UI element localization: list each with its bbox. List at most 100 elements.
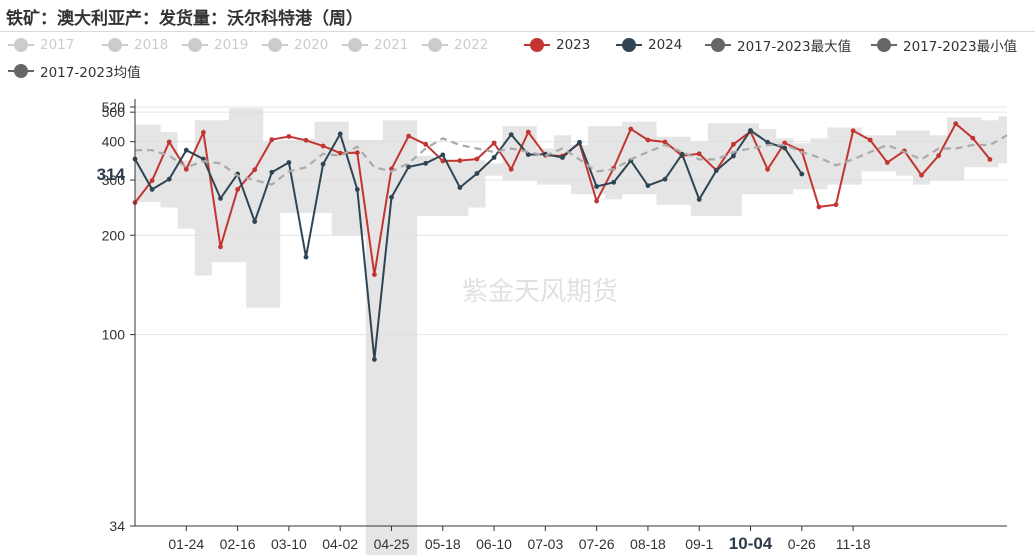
x-tick-label: 06-10: [476, 536, 512, 552]
y-tick-label: 500: [102, 104, 126, 120]
data-point-2024: [337, 131, 343, 137]
legend-label: 2022: [454, 37, 489, 53]
data-point-2023: [525, 129, 531, 135]
data-point-2024: [525, 152, 531, 158]
x-tick-label: 0-26: [788, 536, 816, 552]
x-tick-label: 08-18: [630, 536, 666, 552]
y-tick-label: 100: [102, 327, 126, 343]
legend-line-circle-icon: [871, 38, 897, 52]
data-point-2024: [560, 155, 565, 160]
x-tick-label: 04-25: [374, 536, 410, 552]
legend-item-2017-2023均值[interactable]: 2017-2023均值: [8, 60, 141, 82]
data-point-2023: [354, 150, 360, 156]
legend-item-2017-2023最大值[interactable]: 2017-2023最大值: [705, 34, 851, 56]
data-point-2023: [474, 156, 480, 162]
data-point-2024: [491, 155, 497, 160]
data-point-2024: [782, 145, 788, 151]
data-point-2024: [218, 196, 223, 201]
data-point-2024: [799, 171, 805, 177]
data-point-2023: [303, 137, 309, 143]
data-point-2023: [406, 133, 411, 139]
data-point-2023: [166, 139, 172, 145]
legend-line-circle-icon: [182, 38, 208, 52]
data-point-2023: [628, 126, 634, 132]
data-point-2023: [218, 244, 223, 250]
legend-item-2023[interactable]: 2023: [524, 34, 590, 56]
data-point-2023: [286, 134, 292, 139]
data-point-2023: [337, 150, 343, 156]
data-point-2023: [987, 157, 993, 162]
x-tick-label: 05-18: [425, 536, 461, 552]
data-point-2023: [149, 178, 155, 183]
data-point-2024: [183, 147, 189, 153]
data-point-2023: [970, 135, 976, 141]
data-point-2023: [936, 153, 941, 159]
data-point-2023: [953, 121, 959, 127]
x-tick-label: 07-03: [527, 536, 563, 552]
chart-title: 铁矿：澳大利亚产：发货量：沃尔科特港（周）: [6, 9, 363, 29]
data-point-2024: [731, 153, 736, 159]
y-tick-label: 200: [102, 227, 126, 243]
data-point-2024: [645, 183, 651, 189]
legend-line-circle-icon: [262, 38, 288, 52]
data-point-2024: [765, 139, 770, 145]
legend-line-circle-icon: [705, 38, 731, 52]
data-point-2024: [696, 197, 702, 202]
legend-label: 2024: [648, 37, 683, 53]
legend-line-circle-icon: [8, 64, 34, 78]
legend-label: 2018: [134, 37, 169, 53]
legend-item-2019[interactable]: 2019: [182, 34, 248, 56]
data-point-2023: [457, 158, 463, 164]
x-tick-label: 11-18: [836, 536, 871, 552]
x-tick-label: 03-10: [271, 536, 307, 552]
data-point-2024: [748, 128, 753, 133]
axis-pointer-label: 314: [97, 165, 126, 184]
legend-label: 2019: [214, 37, 249, 53]
data-point-2024: [166, 176, 172, 182]
data-point-2024: [149, 187, 155, 192]
data-point-2024: [679, 151, 685, 157]
data-point-2023: [201, 130, 206, 135]
legend-line-circle-icon: [8, 38, 34, 52]
legend-label: 2020: [294, 37, 329, 53]
data-point-2023: [269, 137, 275, 143]
data-point-2023: [919, 172, 924, 178]
data-point-2024: [354, 187, 360, 192]
data-point-2023: [884, 160, 890, 165]
data-point-2023: [183, 166, 189, 172]
legend-item-2022[interactable]: 2022: [422, 34, 488, 56]
y-tick-label: 520: [102, 99, 126, 115]
data-point-2024: [269, 169, 275, 175]
y-tick-label: 400: [102, 134, 126, 150]
legend-item-2020[interactable]: 2020: [262, 34, 328, 56]
legend-item-2021[interactable]: 2021: [342, 34, 408, 56]
data-point-2024: [286, 160, 292, 165]
data-point-2024: [457, 185, 463, 190]
data-point-2023: [816, 204, 822, 210]
x-tick-label: 07-26: [579, 536, 615, 552]
legend-label: 2017-2023最小值: [903, 39, 1018, 55]
data-point-2023: [662, 139, 668, 145]
y-tick-label: 300: [102, 172, 126, 188]
data-point-2023: [594, 198, 599, 204]
legend-line-circle-icon: [342, 38, 368, 52]
x-tick-label: 09-1: [685, 536, 713, 552]
watermark: 紫金天风期货: [462, 277, 618, 307]
data-point-2023: [850, 128, 856, 134]
data-point-2024: [303, 254, 309, 260]
x-tick-label: 10-04: [729, 534, 773, 553]
data-point-2023: [645, 137, 651, 143]
max-min-band: [135, 108, 1007, 555]
legend-line-circle-icon: [422, 38, 448, 52]
legend-item-2017-2023最小值[interactable]: 2017-2023最小值: [871, 34, 1017, 56]
legend-item-2024[interactable]: 2024: [616, 34, 682, 56]
legend-item-2017[interactable]: 2017: [8, 34, 74, 56]
legend-label: 2017-2023最大值: [737, 39, 852, 55]
data-point-2024: [713, 168, 719, 174]
x-tick-label: 02-16: [220, 536, 256, 552]
data-point-2023: [252, 167, 258, 173]
y-tick-label: 34: [109, 518, 125, 534]
data-point-2024: [201, 156, 206, 162]
x-tick-label: 01-24: [168, 536, 204, 552]
legend-item-2018[interactable]: 2018: [102, 34, 168, 56]
